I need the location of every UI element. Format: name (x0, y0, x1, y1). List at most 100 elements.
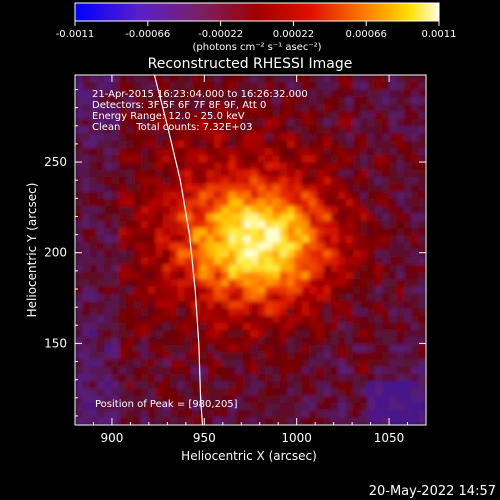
heatmap-cell (309, 366, 317, 375)
heatmap-cell (374, 155, 383, 164)
heatmap-cell (140, 140, 149, 149)
heatmap-cell (257, 344, 266, 353)
heatmap-cell (338, 89, 347, 98)
heatmap-cell (213, 279, 222, 288)
heatmap-cell (148, 250, 157, 258)
heatmap-cell (309, 388, 317, 397)
heatmap-cell (265, 96, 274, 105)
heatmap-cell (418, 206, 426, 215)
heatmap-cell (155, 177, 164, 185)
heatmap-cell (118, 330, 127, 339)
heatmap-cell (265, 191, 274, 200)
heatmap-cell (374, 235, 383, 244)
heatmap-cell (338, 271, 347, 280)
heatmap-cell (323, 96, 332, 105)
heatmap-cell (162, 147, 171, 156)
heatmap-cell (352, 344, 361, 353)
heatmap-cell (235, 352, 244, 360)
heatmap-cell (272, 220, 281, 229)
heatmap-cell (75, 147, 83, 156)
heatmap-cell (118, 235, 127, 244)
heatmap-cell (309, 322, 317, 331)
heatmap-cell (148, 286, 157, 295)
heatmap-cell (192, 162, 200, 171)
heatmap-cell (184, 322, 193, 331)
heatmap-cell (352, 315, 361, 324)
heatmap-cell (323, 228, 332, 237)
heatmap-cell (301, 293, 310, 302)
heatmap-cell (338, 388, 347, 397)
heatmap-cell (272, 169, 281, 178)
heatmap-cell (265, 322, 274, 331)
heatmap-cell (309, 118, 317, 127)
heatmap-cell (265, 184, 274, 193)
heatmap-cell (228, 169, 237, 178)
heatmap-cell (389, 366, 398, 375)
heatmap-cell (199, 133, 208, 142)
heatmap-cell (184, 257, 193, 266)
heatmap-cell (367, 228, 376, 237)
heatmap-cell (382, 191, 391, 200)
heatmap-cell (360, 264, 369, 273)
heatmap-cell (155, 308, 164, 317)
heatmap-cell (265, 286, 274, 295)
heatmap-cell (301, 177, 310, 185)
heatmap-cell (330, 126, 339, 134)
heatmap-cell (316, 162, 325, 171)
heatmap-cell (257, 82, 266, 91)
heatmap-cell (250, 162, 259, 171)
heatmap-cell (367, 126, 376, 134)
heatmap-cell (177, 104, 186, 113)
heatmap-cell (411, 279, 420, 288)
heatmap-cell (96, 140, 105, 149)
heatmap-cell (148, 133, 157, 142)
heatmap-cell (111, 308, 120, 317)
heatmap-cell (257, 410, 266, 419)
heatmap-cell (89, 279, 98, 288)
heatmap-cell (265, 264, 274, 273)
heatmap-cell (111, 133, 120, 142)
heatmap-cell (345, 213, 354, 222)
heatmap-cell (192, 82, 200, 91)
heatmap-cell (257, 104, 266, 113)
heatmap-cell (155, 315, 164, 324)
heatmap-cell (75, 104, 83, 113)
heatmap-cell (140, 89, 149, 98)
heatmap-cell (250, 257, 259, 266)
heatmap-cell (338, 264, 347, 273)
heatmap-cell (294, 410, 303, 419)
heatmap-cell (111, 147, 120, 156)
heatmap-cell (235, 279, 244, 288)
heatmap-cell (389, 220, 398, 229)
heatmap-cell (316, 264, 325, 273)
heatmap-cell (221, 330, 230, 339)
heatmap-cell (192, 257, 200, 266)
heatmap-cell (206, 162, 215, 171)
heatmap-cell (148, 96, 157, 105)
heatmap-cell (360, 381, 369, 390)
heatmap-cell (228, 133, 237, 142)
heatmap-cell (360, 118, 369, 127)
heatmap-cell (170, 286, 178, 295)
heatmap-cell (89, 322, 98, 331)
heatmap-cell (104, 264, 113, 273)
heatmap-cell (316, 410, 325, 419)
heatmap-cell (250, 169, 259, 178)
heatmap-cell (323, 133, 332, 142)
heatmap-cell (316, 126, 325, 134)
heatmap-cell (89, 264, 98, 273)
heatmap-cell (367, 206, 376, 215)
heatmap-cell (294, 198, 303, 207)
heatmap-cell (279, 373, 288, 382)
heatmap-cell (177, 352, 186, 360)
heatmap-cell (104, 140, 113, 149)
heatmap-cell (199, 264, 208, 273)
heatmap-cell (323, 301, 332, 309)
heatmap-cell (111, 301, 120, 309)
heatmap-cell (279, 322, 288, 331)
heatmap-cell (184, 366, 193, 375)
heatmap-cell (75, 111, 83, 120)
heatmap-cell (177, 417, 186, 425)
heatmap-cell (316, 330, 325, 339)
heatmap-cell (155, 155, 164, 164)
